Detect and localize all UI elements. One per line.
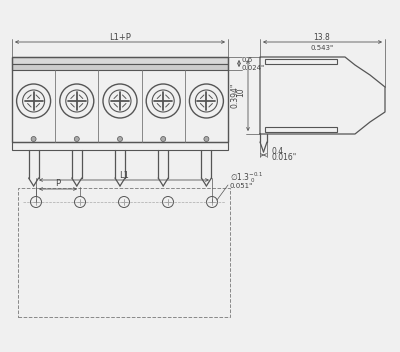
Text: $\varnothing$1.3$^{-0.1}_{\ 0}$: $\varnothing$1.3$^{-0.1}_{\ 0}$ (230, 171, 263, 186)
Text: 13.8: 13.8 (314, 32, 330, 42)
Text: 0.024": 0.024" (242, 64, 265, 70)
Bar (12, 142, 228, 150)
Text: 0.6: 0.6 (242, 57, 253, 63)
Circle shape (74, 137, 79, 142)
Text: L1: L1 (119, 170, 129, 180)
Text: 0.543": 0.543" (310, 45, 334, 51)
Bar (12, 64, 228, 70)
Text: 0.394": 0.394" (230, 83, 239, 108)
Circle shape (161, 137, 166, 142)
Text: L1+P: L1+P (109, 32, 131, 42)
Text: P: P (56, 180, 60, 189)
Text: 0.051": 0.051" (230, 183, 253, 189)
Circle shape (204, 137, 209, 142)
Text: 0.4: 0.4 (272, 147, 284, 157)
Bar (12, 57, 228, 64)
Bar (265, 59, 337, 64)
Text: 0.016": 0.016" (272, 153, 297, 163)
Bar (18, 188, 230, 317)
Bar (12, 57, 228, 142)
Bar (265, 127, 337, 132)
Text: 10: 10 (236, 88, 245, 97)
Circle shape (118, 137, 122, 142)
Circle shape (31, 137, 36, 142)
